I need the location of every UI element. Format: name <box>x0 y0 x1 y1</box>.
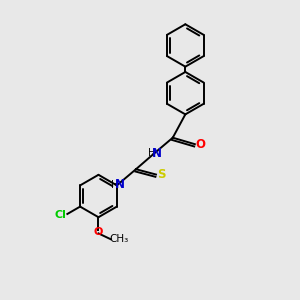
Text: H: H <box>111 180 118 190</box>
Text: O: O <box>195 138 205 151</box>
Text: CH₃: CH₃ <box>110 234 129 244</box>
Text: N: N <box>152 147 162 160</box>
Text: H: H <box>148 148 155 158</box>
Text: N: N <box>115 178 125 191</box>
Text: O: O <box>94 227 103 237</box>
Text: Cl: Cl <box>55 210 67 220</box>
Text: S: S <box>157 168 166 181</box>
